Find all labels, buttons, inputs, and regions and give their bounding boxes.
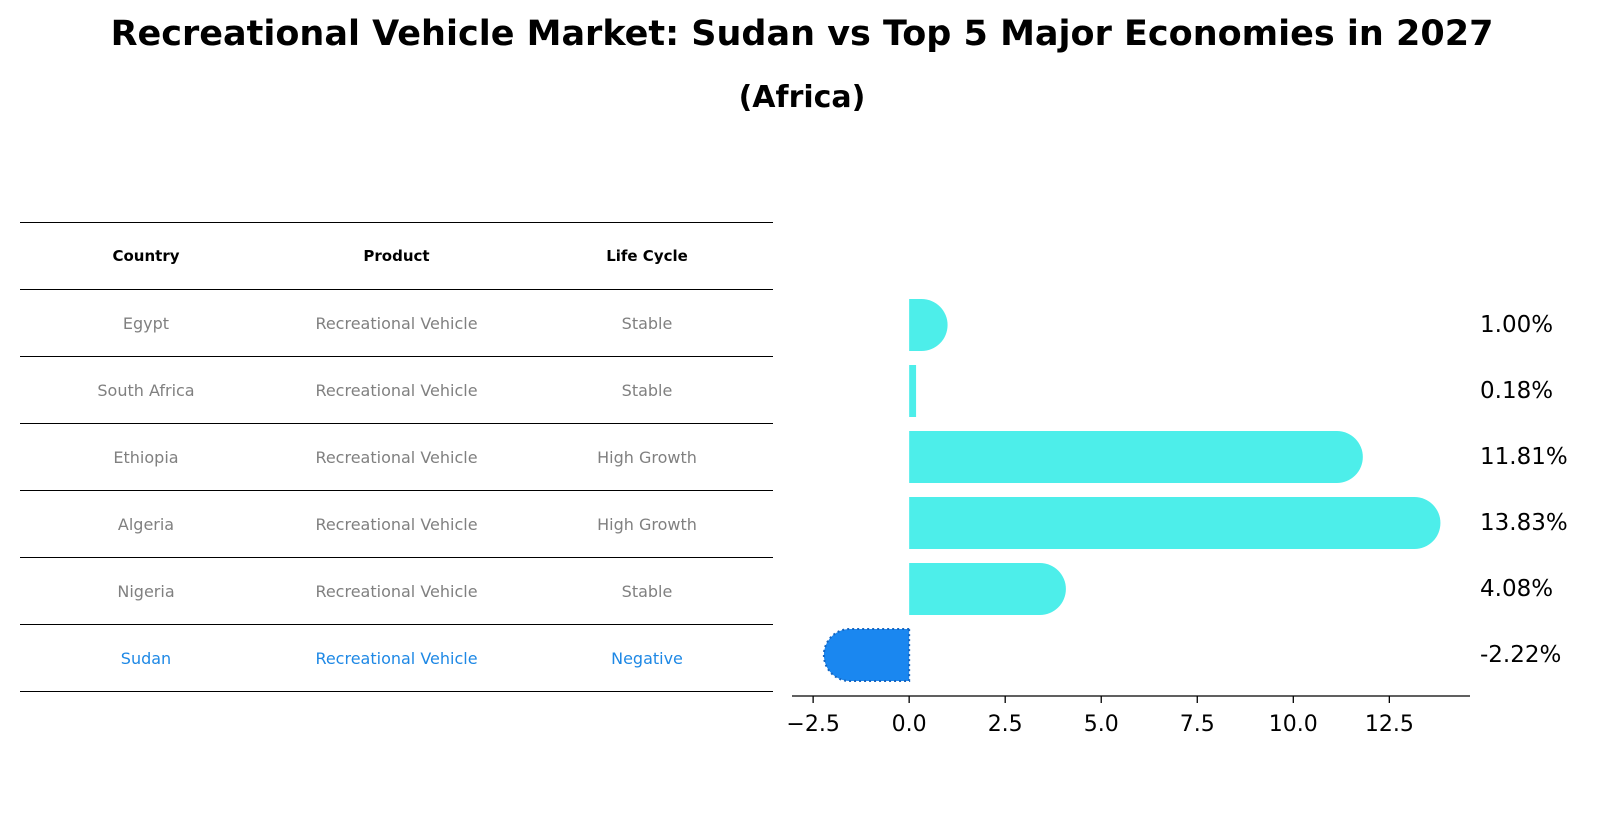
cell-life-cycle: Stable (621, 581, 673, 601)
cell-product: Recreational Vehicle (315, 581, 478, 601)
bar-value-label: 13.83% (1480, 510, 1568, 536)
cell-life-cycle: Stable (621, 313, 673, 333)
x-tick-label: 12.5 (1365, 712, 1414, 737)
cell-life-cycle: Stable (621, 380, 673, 400)
x-tick-label: 7.5 (1180, 712, 1215, 737)
country-table: Country Product Life Cycle Egypt Recreat… (20, 222, 773, 692)
chart-subtitle: (Africa) (738, 80, 866, 115)
cell-country: Sudan (120, 648, 172, 668)
bar (909, 563, 1066, 615)
bar (909, 299, 948, 351)
x-tick-label: 2.5 (988, 712, 1023, 737)
header-product: Product (363, 247, 430, 265)
table-row: Nigeria Recreational Vehicle Stable (20, 557, 773, 624)
x-tick-label: 5.0 (1084, 712, 1119, 737)
bar-value-label: 11.81% (1480, 444, 1568, 470)
bar-value-label: 4.08% (1480, 576, 1553, 602)
bar (909, 431, 1363, 483)
cell-product: Recreational Vehicle (315, 313, 478, 333)
bar-value-label: 0.18% (1480, 378, 1553, 404)
table-header-row: Country Product Life Cycle (20, 222, 773, 289)
cell-product: Recreational Vehicle (315, 380, 478, 400)
cell-country: Algeria (117, 514, 175, 534)
cell-country: Egypt (122, 313, 170, 333)
bar-value-label: -2.22% (1480, 642, 1561, 668)
x-tick-label: 0.0 (892, 712, 927, 737)
bar-highlighted (822, 628, 911, 682)
x-tick-label: 10.0 (1269, 712, 1318, 737)
cell-life-cycle: Negative (611, 648, 683, 668)
cell-country: South Africa (97, 380, 195, 400)
value-labels: 1.00% 0.18% 11.81% 13.83% 4.08% -2.22% (1480, 312, 1568, 668)
cell-product: Recreational Vehicle (315, 447, 478, 467)
table-row: South Africa Recreational Vehicle Stable (20, 356, 773, 423)
cell-product: Recreational Vehicle (315, 648, 478, 668)
bar (909, 497, 1441, 549)
cell-product: Recreational Vehicle (315, 514, 478, 534)
bars (822, 299, 1441, 682)
cell-country: Ethiopia (113, 447, 179, 467)
x-axis: −2.5 0.0 2.5 5.0 7.5 10.0 12.5 (786, 695, 1470, 737)
header-country: Country (112, 247, 180, 265)
table-row: Algeria Recreational Vehicle High Growth (20, 490, 773, 557)
cell-country: Nigeria (117, 581, 175, 601)
cell-life-cycle: High Growth (597, 514, 697, 534)
bar-value-label: 1.00% (1480, 312, 1553, 338)
table-row: Ethiopia Recreational Vehicle High Growt… (20, 423, 773, 490)
table-row: Egypt Recreational Vehicle Stable (20, 289, 773, 356)
table-row-highlighted: Sudan Recreational Vehicle Negative (20, 624, 773, 692)
bar (909, 365, 917, 417)
cell-life-cycle: High Growth (597, 447, 697, 467)
x-tick-label: −2.5 (786, 712, 839, 737)
header-life-cycle: Life Cycle (606, 247, 688, 265)
chart-title: Recreational Vehicle Market: Sudan vs To… (110, 14, 1494, 54)
